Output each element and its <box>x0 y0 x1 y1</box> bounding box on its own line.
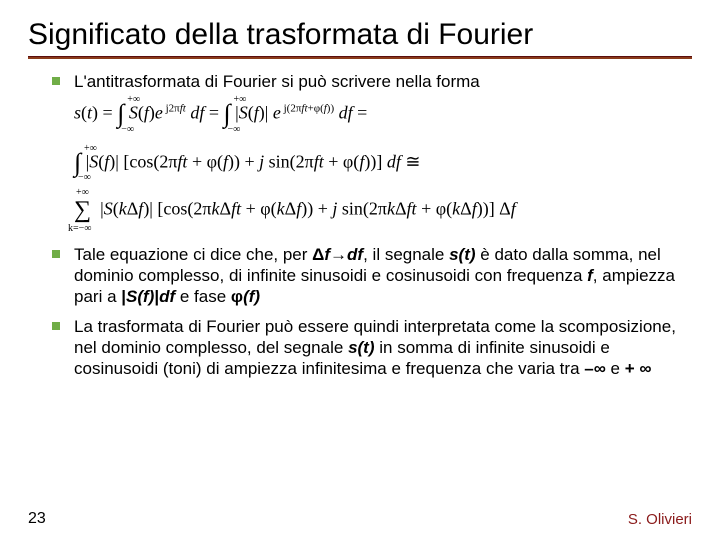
bullet-2: Tale equazione ci dice che, per Δf→df, i… <box>52 244 692 308</box>
title-underline <box>28 56 692 59</box>
bullet-1: L'antitrasformata di Fourier si può scri… <box>52 71 692 92</box>
bullet-icon <box>52 77 60 85</box>
bullet-3-text: La trasformata di Fourier può essere qui… <box>74 316 692 380</box>
equation-2: ∫+∞−∞ |S(f)| [cos(2πft + φ(f)) + j sin(2… <box>74 149 692 178</box>
equation-block: s(t) = ∫+∞−∞ S(f)e j2πft df = ∫+∞−∞ |S(f… <box>74 100 692 224</box>
content-area: L'antitrasformata di Fourier si può scri… <box>28 63 692 506</box>
equation-3: ∑+∞k=−∞ |S(kΔf)| [cos(2πkΔft + φ(kΔf)) +… <box>74 197 692 223</box>
page-number: 23 <box>28 510 46 528</box>
bullet-icon <box>52 322 60 330</box>
slide: Significato della trasformata di Fourier… <box>0 0 720 540</box>
bullet-icon <box>52 250 60 258</box>
footer: 23 S. Olivieri <box>28 506 692 528</box>
bullet-1-text: L'antitrasformata di Fourier si può scri… <box>74 71 480 92</box>
bullet-3: La trasformata di Fourier può essere qui… <box>52 316 692 380</box>
equation-1: s(t) = ∫+∞−∞ S(f)e j2πft df = ∫+∞−∞ |S(f… <box>74 100 692 129</box>
slide-title: Significato della trasformata di Fourier <box>28 18 692 52</box>
bullet-2-text: Tale equazione ci dice che, per Δf→df, i… <box>74 244 692 308</box>
author-name: S. Olivieri <box>628 511 692 528</box>
